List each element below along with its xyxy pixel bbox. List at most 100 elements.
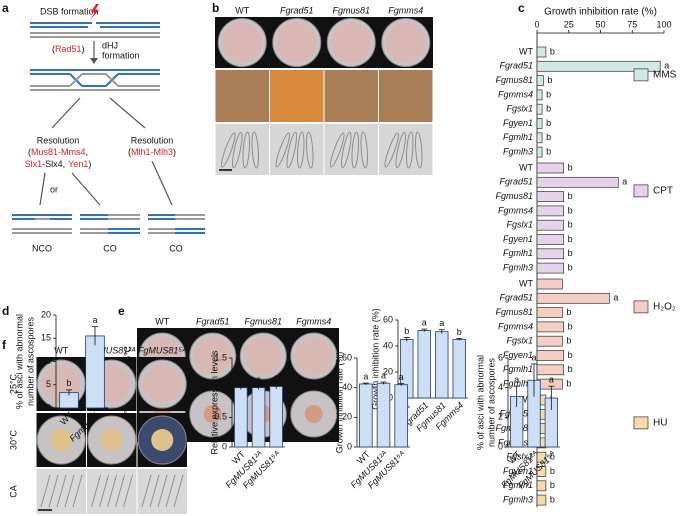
y-tick-label: Fgmms4 bbox=[498, 321, 533, 331]
column-header: Fgmus81 bbox=[244, 316, 282, 326]
y-tick-label: Fgslx1 bbox=[506, 452, 533, 462]
significance-letter: b bbox=[568, 364, 573, 374]
bar bbox=[536, 262, 565, 274]
significance-letter: b bbox=[568, 205, 573, 215]
significance-letter: b bbox=[568, 321, 573, 331]
bar bbox=[376, 382, 391, 448]
row-label: CA bbox=[8, 485, 18, 498]
axis-title: % of asci with abnormal bbox=[14, 314, 24, 409]
panel-label: e bbox=[118, 304, 125, 318]
y-tick-label: Fgmlh1 bbox=[503, 132, 533, 142]
ascus bbox=[141, 474, 152, 508]
significance-letter: a bbox=[613, 293, 618, 303]
dna bbox=[105, 73, 119, 87]
bar bbox=[536, 176, 619, 188]
significance-letter: b bbox=[568, 350, 573, 360]
y-tick-label: Fgyen1 bbox=[503, 350, 533, 360]
ascus bbox=[157, 474, 168, 508]
ascus bbox=[306, 131, 314, 169]
dna bbox=[69, 73, 83, 87]
colony bbox=[143, 365, 182, 403]
colony bbox=[100, 429, 123, 451]
column-header: Fgmms4 bbox=[388, 5, 423, 15]
column-header: Fgrad51 bbox=[196, 316, 230, 326]
axis-title: Growth inhibition rate (%) bbox=[544, 7, 657, 18]
diagram-text: Resolution bbox=[131, 135, 174, 145]
x-tick-label: 50 bbox=[595, 19, 605, 29]
bar bbox=[536, 321, 565, 333]
ascus bbox=[115, 474, 125, 508]
ascus bbox=[99, 474, 109, 508]
ascus bbox=[286, 131, 298, 169]
y-tick-label: Fgrad51 bbox=[499, 61, 533, 71]
x-tick-label: 75 bbox=[627, 19, 637, 29]
panel-label: f bbox=[2, 338, 7, 352]
axis-title: number of ascospores bbox=[25, 316, 35, 406]
bar bbox=[536, 234, 565, 245]
dsb-icon bbox=[90, 4, 99, 20]
significance-letter: b bbox=[546, 118, 551, 128]
significance-letter: b bbox=[546, 89, 551, 99]
y-tick-label: 0.5 bbox=[214, 412, 227, 422]
bar bbox=[536, 118, 543, 129]
significance-letter: b bbox=[568, 234, 573, 244]
column-header: WT bbox=[235, 5, 249, 15]
bar bbox=[452, 339, 466, 399]
diagram-text: (Mlh1-Mlh3) bbox=[128, 147, 176, 157]
bar bbox=[536, 480, 547, 492]
axis-title: Growth inhibition rate (%) bbox=[334, 352, 344, 454]
significance-letter: b bbox=[566, 307, 571, 317]
diagram-text: formation bbox=[102, 50, 140, 60]
significance-letter: a bbox=[622, 177, 627, 187]
ascus bbox=[384, 132, 400, 168]
bar bbox=[536, 191, 565, 202]
y-tick-label: 2 bbox=[498, 412, 503, 422]
ascus bbox=[406, 131, 414, 169]
y-tick-label: 10 bbox=[41, 356, 51, 366]
diagram-text: Slx1-Slx4, Yen1) bbox=[25, 159, 92, 169]
ascus bbox=[231, 131, 243, 169]
bar bbox=[417, 329, 431, 399]
y-tick-label: 20 bbox=[383, 366, 393, 376]
column-header: WT bbox=[155, 316, 169, 326]
text-part: Rad51 bbox=[55, 44, 82, 54]
significance-letter: b bbox=[546, 132, 551, 142]
column-header: WT bbox=[54, 345, 68, 355]
arrow bbox=[151, 160, 173, 206]
significance-letter: a bbox=[399, 372, 404, 382]
diagram: DSB formation (Rad51) dHJ formation Reso… bbox=[12, 4, 205, 253]
significance-letter: a bbox=[363, 371, 368, 381]
ascus bbox=[48, 474, 59, 508]
colony bbox=[331, 22, 372, 63]
y-tick-label: Fgmlh3 bbox=[503, 262, 533, 272]
micrograph bbox=[324, 70, 378, 122]
legend-label: MMS bbox=[653, 70, 677, 81]
significance-letter: a bbox=[238, 374, 243, 384]
diagram-text: (Rad51) bbox=[52, 44, 85, 54]
diagram-text: CO bbox=[169, 243, 183, 253]
bar bbox=[536, 75, 544, 86]
axis-title: Growth inhibition rate (%) bbox=[370, 308, 380, 410]
bar bbox=[269, 386, 283, 448]
bar bbox=[394, 384, 408, 448]
bar bbox=[435, 331, 449, 399]
text-part: , bbox=[86, 147, 89, 157]
y-tick-label: Fgmlh1 bbox=[503, 480, 533, 490]
text-part: Slx1 bbox=[25, 159, 43, 169]
text-part: Mus81-Mms4 bbox=[31, 147, 86, 157]
text-part: Yen1 bbox=[68, 159, 88, 169]
ascus bbox=[220, 132, 236, 168]
ascus bbox=[149, 474, 160, 508]
y-tick-label: Fgmms4 bbox=[498, 89, 533, 99]
significance-letter: b bbox=[547, 75, 552, 85]
ascus bbox=[123, 474, 133, 508]
ascus bbox=[395, 131, 407, 169]
ascus bbox=[415, 131, 423, 169]
significance-letter: a bbox=[664, 61, 669, 71]
diagram-text: dHJ bbox=[102, 40, 118, 50]
significance-letter: b bbox=[550, 466, 555, 476]
diagram-text: CO bbox=[103, 243, 117, 253]
ascus bbox=[173, 474, 184, 508]
bar bbox=[536, 466, 547, 477]
ascus bbox=[91, 474, 101, 508]
